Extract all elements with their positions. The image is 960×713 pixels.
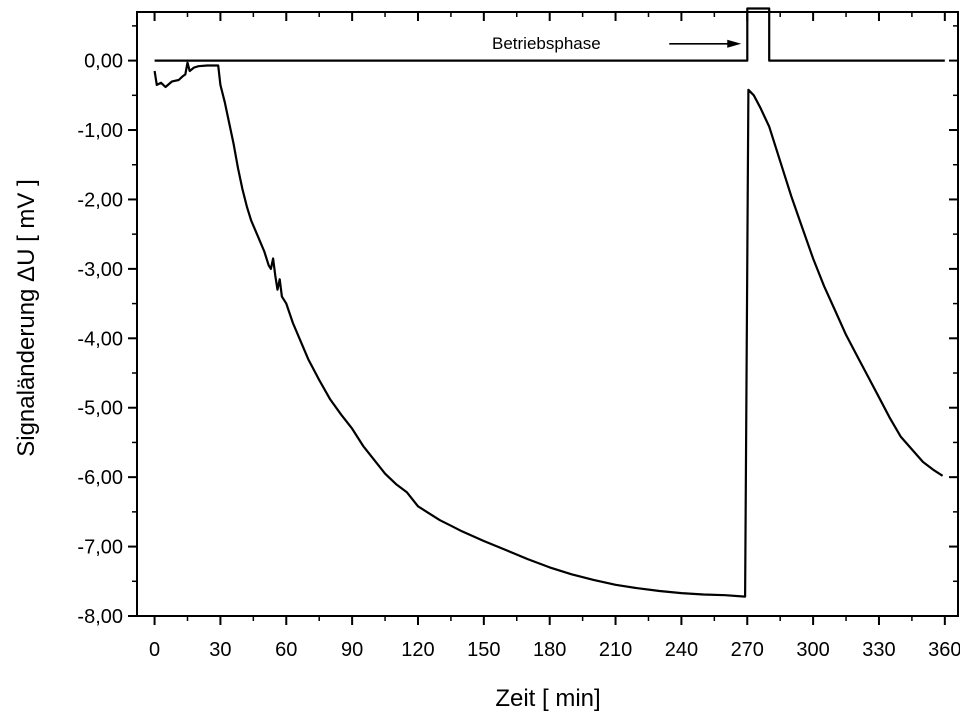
y-axis-label: Signaländerung ΔU [ mV ] xyxy=(13,179,40,457)
y-tick-label: -4,00 xyxy=(77,328,123,350)
x-tick-label: 60 xyxy=(275,639,297,661)
y-tick-label: -3,00 xyxy=(77,259,123,281)
x-tick-labels: 0 30 60 90 120 150 180 210 240 270 300 330 360 xyxy=(149,639,960,661)
y-tick-label: -5,00 xyxy=(77,398,123,420)
x-tick-label: 240 xyxy=(665,639,698,661)
x-tick-label: 120 xyxy=(401,639,434,661)
x-tick-label: 0 xyxy=(149,639,160,661)
x-tick-label: 300 xyxy=(796,639,829,661)
y-tick-label: -6,00 xyxy=(77,467,123,489)
y-tick-label: -7,00 xyxy=(77,537,123,559)
x-tick-label: 210 xyxy=(599,639,632,661)
x-tick-label: 330 xyxy=(862,639,895,661)
x-tick-label: 270 xyxy=(731,639,764,661)
y-tick-label: -1,00 xyxy=(77,120,123,142)
phase-marker-line xyxy=(154,7,945,62)
y-tick-labels: -8,00 -7,00 -6,00 -5,00 -4,00 -3,00 -2,00 -1,00… xyxy=(77,51,123,628)
x-tick-label: 180 xyxy=(533,639,566,661)
x-tick-label: 90 xyxy=(341,639,363,661)
y-tick-label: -2,00 xyxy=(77,189,123,211)
x-tick-label: 150 xyxy=(467,639,500,661)
x-axis-label: Zeit [ min] xyxy=(495,685,600,712)
signal-line xyxy=(153,61,944,598)
x-tick-label: 30 xyxy=(209,639,231,661)
annotation-label: Betriebsphase xyxy=(492,34,601,53)
plot-area xyxy=(128,7,959,625)
annotation-arrow-head xyxy=(727,39,742,48)
plot-frame xyxy=(136,11,959,617)
y-tick-label: 0,00 xyxy=(84,51,123,73)
y-tick-label: -8,00 xyxy=(77,606,123,628)
x-tick-label: 360 xyxy=(928,639,960,661)
